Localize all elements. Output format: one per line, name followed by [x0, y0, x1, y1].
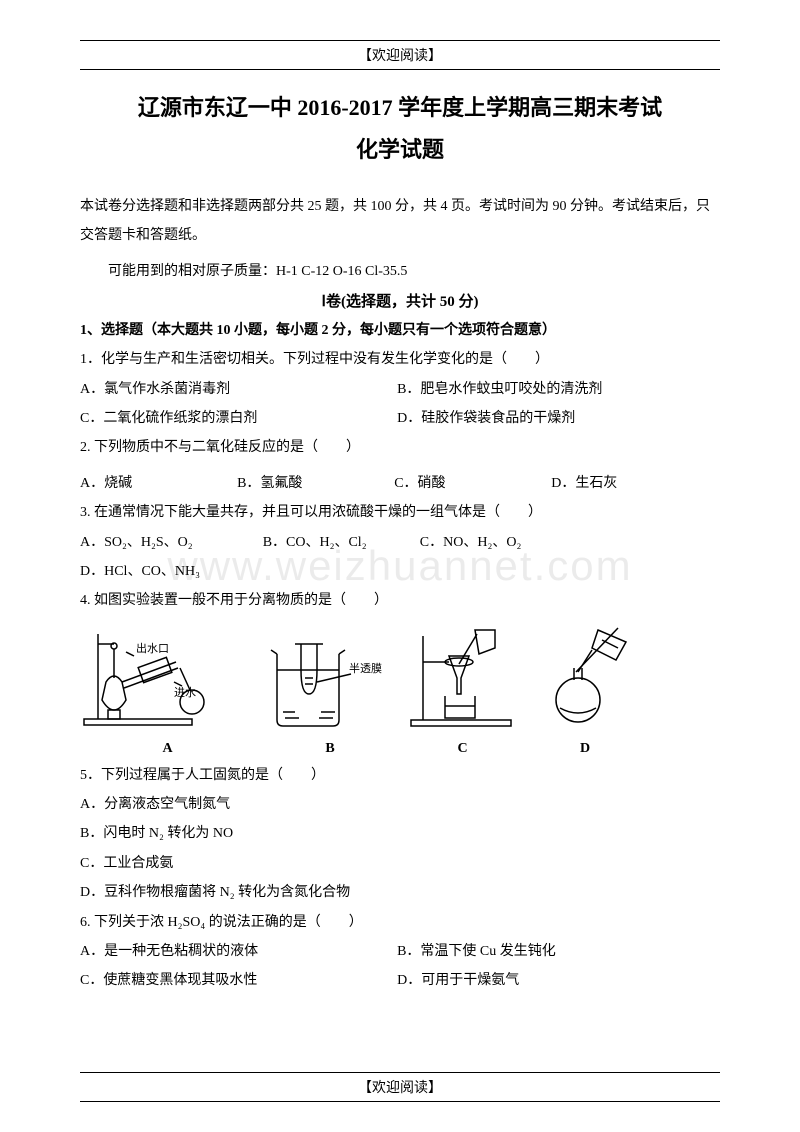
q4-label-c: C [405, 741, 520, 757]
q3-option-d: D．HCl、CO、NH₃ [80, 557, 227, 586]
q3-option-a: A．SO₂、H₂S、O₂ [80, 528, 259, 557]
q5-option-b: B．闪电时 N₂ 转化为 NO [80, 819, 720, 848]
q3-option-c: C．NO、H₂、O₂ [420, 528, 574, 557]
q3-text: 3. 在通常情况下能大量共存，并且可以用浓硫酸干燥的一组气体是（ ） [80, 498, 720, 527]
q4-label-b: B [265, 741, 395, 757]
q4-label-d: D [530, 741, 640, 757]
q5-option-c: C．工业合成氨 [80, 849, 720, 878]
document-title: 辽源市东辽一中 2016-2017 学年度上学期高三期末考试 [80, 90, 720, 122]
q6-option-b: B．常温下使 Cu 发生钝化 [397, 937, 711, 966]
apparatus-a-icon: 出水口 进水 [80, 624, 255, 734]
q4-text: 4. 如图实验装置一般不用于分离物质的是（ ） [80, 586, 720, 615]
header-banner: 【欢迎阅读】 [80, 40, 720, 70]
q2-option-c: C．硝酸 [394, 469, 548, 498]
q6-text: 6. 下列关于浓 H₂SO₄ 的说法正确的是（ ） [80, 908, 720, 937]
q2-option-d: D．生石灰 [551, 469, 705, 498]
q1-text: 1．化学与生产和生活密切相关。下列过程中没有发生化学变化的是（ ） [80, 345, 720, 374]
q1-option-c: C．二氧化硫作纸浆的漂白剂 [80, 404, 394, 433]
section-instructions: 1、选择题（本大题共 10 小题，每小题 2 分，每小题只有一个选项符合题意） [80, 319, 720, 339]
document-subtitle: 化学试题 [80, 132, 720, 164]
q5-text: 5．下列过程属于人工固氮的是（ ） [80, 761, 720, 790]
q6-option-a: A．是一种无色粘稠状的液体 [80, 937, 394, 966]
q1-option-b: B．肥皂水作蚊虫叮咬处的清洗剂 [397, 375, 711, 404]
inlet-label: 进水 [174, 686, 196, 699]
membrane-label: 半透膜 [349, 661, 382, 675]
q2-option-b: B．氢氟酸 [237, 469, 391, 498]
footer-banner: 【欢迎阅读】 [80, 1072, 720, 1102]
q2-option-a: A．烧碱 [80, 469, 234, 498]
q5-option-a: A．分离液态空气制氮气 [80, 790, 720, 819]
q6-option-c: C．使蔗糖变黑体现其吸水性 [80, 966, 394, 995]
q1-option-d: D．硅胶作袋装食品的干燥剂 [397, 404, 711, 433]
apparatus-d-icon [530, 624, 640, 734]
q5-option-d: D．豆科作物根瘤菌将 N₂ 转化为含氮化合物 [80, 878, 720, 907]
q1-option-a: A．氯气作水杀菌消毒剂 [80, 375, 394, 404]
q6-option-d: D．可用于干燥氨气 [397, 966, 711, 995]
q3-option-b: B．CO、H₂、Cl₂ [263, 528, 417, 557]
outlet-label: 出水口 [136, 641, 169, 655]
apparatus-c-icon [405, 624, 520, 734]
q4-diagram-row: 出水口 进水 A [80, 624, 720, 757]
q2-text: 2. 下列物质中不与二氧化硅反应的是（ ） [80, 433, 720, 462]
atomic-mass-label: 可能用到的相对原子质量：H-1 C-12 O-16 Cl-35.5 [80, 257, 720, 286]
section-heading: Ⅰ卷(选择题，共计 50 分) [80, 290, 720, 311]
apparatus-b-icon: 半透膜 [265, 634, 395, 734]
intro-text: 本试卷分选择题和非选择题两部分共 25 题，共 100 分，共 4 页。考试时间… [80, 192, 720, 251]
q4-label-a: A [80, 741, 255, 757]
